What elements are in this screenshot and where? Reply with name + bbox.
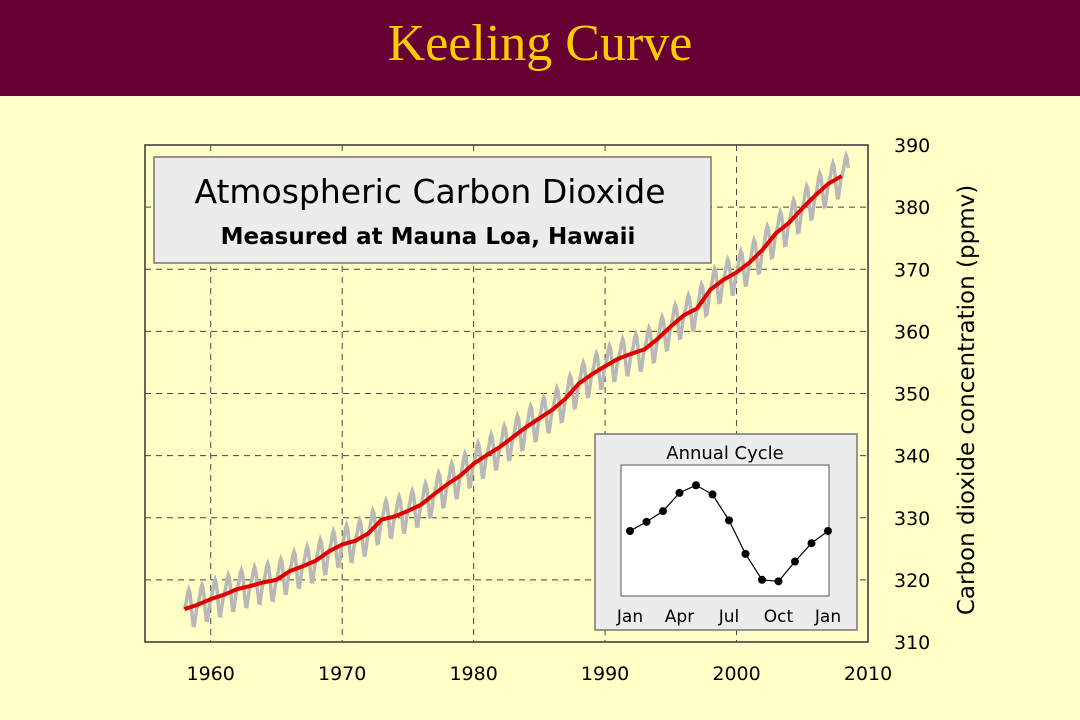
y-tick-label: 320 xyxy=(894,570,930,592)
annual-cycle-point xyxy=(741,549,750,558)
y-tick-label: 370 xyxy=(894,259,930,281)
chart-subtitle: Measured at Mauna Loa, Hawaii xyxy=(221,224,636,250)
title-box: Atmospheric Carbon Dioxide Measured at M… xyxy=(153,156,712,264)
chart-title: Atmospheric Carbon Dioxide xyxy=(194,172,665,211)
inset-x-tick-label: Oct xyxy=(764,607,794,627)
annual-cycle-point xyxy=(774,577,783,586)
annual-cycle-point xyxy=(626,527,634,535)
x-tick-label: 2000 xyxy=(712,663,760,685)
slide-title: Keeling Curve xyxy=(387,15,693,72)
y-tick-label: 360 xyxy=(894,321,930,343)
x-tick-label: 1960 xyxy=(187,663,235,685)
annual-cycle-point xyxy=(758,575,766,584)
y-axis-ticks: 310 320 330 340 350 360 370 380 390 xyxy=(894,135,930,654)
annual-cycle-point xyxy=(675,488,684,497)
annual-cycle-points xyxy=(626,481,832,586)
annual-cycle-point xyxy=(725,516,733,525)
monthly-co2-line xyxy=(182,149,851,628)
annual-cycle-point xyxy=(659,507,667,516)
inset-x-tick-label: Apr xyxy=(665,607,694,627)
y-tick-label: 350 xyxy=(894,384,930,406)
annual-cycle-inset: Annual Cycle Jan Apr Jul Oct Jan xyxy=(594,433,858,631)
title-banner xyxy=(0,0,1080,96)
x-tick-label: 1970 xyxy=(318,663,366,685)
y-tick-label: 390 xyxy=(894,135,930,157)
y-tick-label: 330 xyxy=(894,508,930,530)
x-tick-label: 2010 xyxy=(844,663,892,685)
y-axis-label: Carbon dioxide concentration (ppmv) xyxy=(954,185,980,615)
annual-cycle-point xyxy=(692,481,700,490)
inset-x-tick-label: Jul xyxy=(718,607,740,627)
x-axis-ticks: 1960 1970 1980 1990 2000 2010 xyxy=(187,663,893,685)
inset-x-ticks: Jan Apr Jul Oct Jan xyxy=(616,607,841,627)
inset-x-tick-label: Jan xyxy=(616,607,643,627)
y-tick-label: 340 xyxy=(894,446,930,468)
x-tick-label: 1980 xyxy=(449,663,497,685)
annual-cycle-point xyxy=(642,517,651,526)
x-tick-label: 1990 xyxy=(581,663,629,685)
annual-cycle-point xyxy=(791,557,799,566)
annual-cycle-point xyxy=(708,490,717,499)
inset-title: Annual Cycle xyxy=(666,443,783,464)
y-tick-label: 380 xyxy=(894,197,930,219)
annual-trend-line xyxy=(183,174,843,611)
annual-cycle-point xyxy=(807,539,816,548)
y-tick-label: 310 xyxy=(894,632,930,654)
inset-plot-area xyxy=(620,464,830,597)
inset-x-tick-label: Jan xyxy=(814,607,841,627)
annual-cycle-point xyxy=(824,527,832,535)
